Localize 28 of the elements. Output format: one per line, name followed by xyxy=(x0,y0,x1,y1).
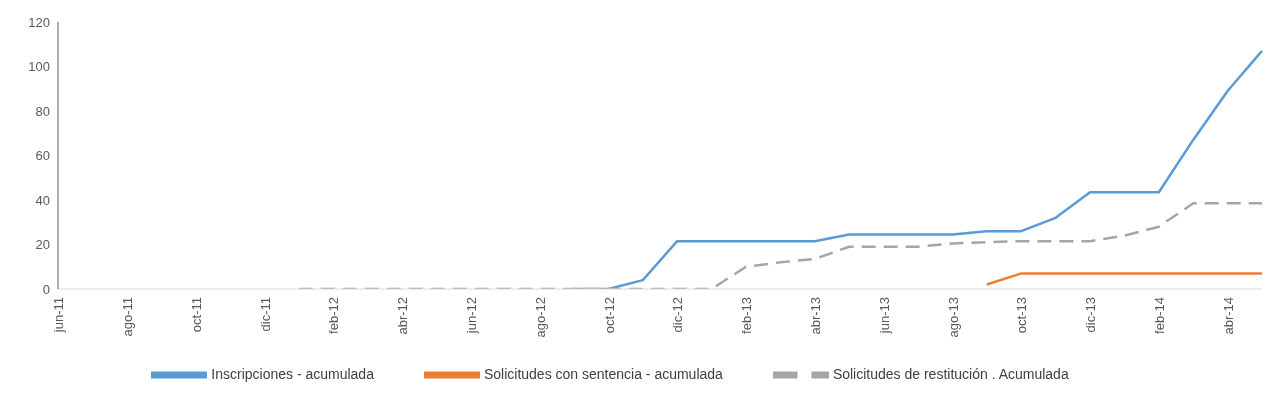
y-tick-label: 20 xyxy=(35,237,50,253)
x-tick-label: oct-11 xyxy=(188,297,204,333)
x-tick-label: ago-11 xyxy=(120,297,136,337)
x-tick-label: jun-12 xyxy=(464,297,480,335)
legend-label: Inscripciones - acumulada xyxy=(211,365,374,382)
x-tick-label: abr-12 xyxy=(395,297,411,335)
y-tick-label: 80 xyxy=(35,103,50,119)
y-tick-label: 60 xyxy=(35,148,50,164)
x-tick-label: oct-13 xyxy=(1014,297,1030,334)
x-tick-label: oct-12 xyxy=(601,297,617,334)
x-tick-label: jun-11 xyxy=(51,297,67,334)
y-tick-label: 100 xyxy=(28,59,50,75)
x-tick-label: dic-11 xyxy=(257,297,273,332)
x-tick-label: abr-13 xyxy=(808,297,824,335)
y-tick-label: 40 xyxy=(35,192,50,208)
x-tick-label: jun-13 xyxy=(876,297,892,335)
x-tick-label: feb-14 xyxy=(1152,297,1168,334)
x-tick-label: dic-12 xyxy=(670,297,686,333)
x-tick-label: ago-13 xyxy=(945,297,961,338)
y-tick-label: 120 xyxy=(28,14,50,30)
x-tick-label: feb-12 xyxy=(326,297,342,334)
y-tick-label: 0 xyxy=(42,281,50,297)
x-tick-label: feb-13 xyxy=(739,297,755,334)
legend-label: Solicitudes con sentencia - acumulada xyxy=(483,365,723,382)
x-tick-label: abr-14 xyxy=(1220,297,1236,335)
legend-label: Solicitudes de restitución . Acumulada xyxy=(832,365,1069,382)
x-tick-label: ago-12 xyxy=(532,297,548,338)
x-tick-label: dic-13 xyxy=(1083,297,1099,333)
